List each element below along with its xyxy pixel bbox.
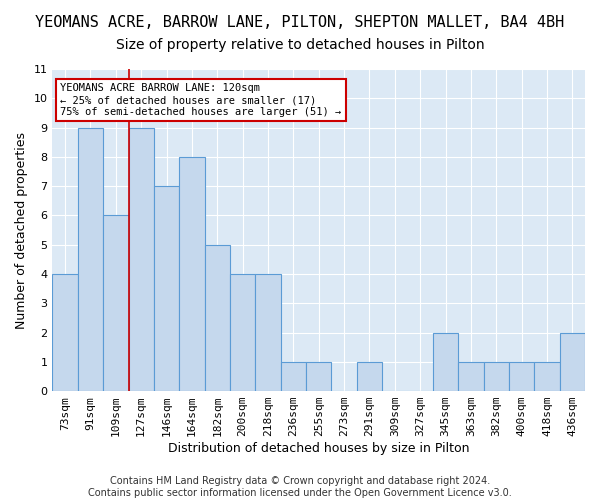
Bar: [281, 362, 306, 391]
Bar: [534, 362, 560, 391]
Bar: [128, 128, 154, 391]
Text: Contains HM Land Registry data © Crown copyright and database right 2024.
Contai: Contains HM Land Registry data © Crown c…: [88, 476, 512, 498]
Text: YEOMANS ACRE BARROW LANE: 120sqm
← 25% of detached houses are smaller (17)
75% o: YEOMANS ACRE BARROW LANE: 120sqm ← 25% o…: [61, 84, 341, 116]
Y-axis label: Number of detached properties: Number of detached properties: [15, 132, 28, 328]
Bar: [78, 128, 103, 391]
Bar: [154, 186, 179, 391]
Bar: [230, 274, 256, 391]
Bar: [103, 216, 128, 391]
Bar: [509, 362, 534, 391]
Bar: [560, 332, 585, 391]
Text: Size of property relative to detached houses in Pilton: Size of property relative to detached ho…: [116, 38, 484, 52]
Bar: [306, 362, 331, 391]
Bar: [357, 362, 382, 391]
Bar: [256, 274, 281, 391]
Bar: [52, 274, 78, 391]
Text: YEOMANS ACRE, BARROW LANE, PILTON, SHEPTON MALLET, BA4 4BH: YEOMANS ACRE, BARROW LANE, PILTON, SHEPT…: [35, 15, 565, 30]
Bar: [484, 362, 509, 391]
Bar: [179, 157, 205, 391]
X-axis label: Distribution of detached houses by size in Pilton: Distribution of detached houses by size …: [168, 442, 469, 455]
Bar: [458, 362, 484, 391]
Bar: [433, 332, 458, 391]
Bar: [205, 244, 230, 391]
